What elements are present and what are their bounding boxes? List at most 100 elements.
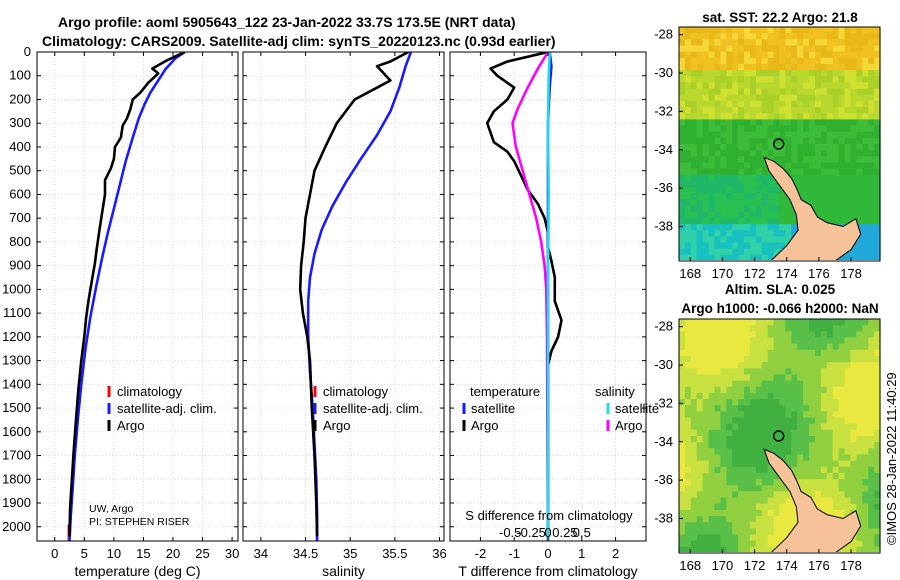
field-cell [738,217,745,225]
field-cell [785,380,792,388]
field-cell [732,199,739,207]
field-cell [820,491,828,499]
field-cell [832,423,840,431]
field-cell [767,63,775,71]
field-cell [832,27,840,34]
field-cell [874,180,881,188]
field-cell [838,100,846,108]
field-cell [755,125,763,133]
field-cell [726,76,733,84]
field-cell [684,113,692,120]
field-cell [773,362,781,369]
field-cell [732,162,739,170]
field-cell [708,174,716,182]
y-tick-label: 1600 [2,424,31,439]
field-cell [726,319,733,326]
field-cell [797,51,804,59]
field-cell [815,100,822,108]
field-cell [761,45,769,53]
field-cell [755,436,763,443]
field-cell [862,503,869,511]
x-tick-label: 178 [840,558,862,573]
field-cell [850,331,857,339]
field-cell [868,472,875,480]
field-cell [832,70,840,77]
field-cell [714,337,721,345]
field-cell [844,119,851,127]
field-cell [844,380,851,388]
field-cell [815,325,822,332]
field-cell [868,254,875,260]
field-cell [803,88,810,96]
field-cell [838,405,846,412]
y-tick-label: 1100 [3,305,31,320]
field-cell [761,380,769,388]
field-cell [684,423,692,431]
field-cell [690,45,698,53]
field-cell [874,39,881,47]
field-cell [868,70,875,77]
y-tick-label: -34 [654,434,673,449]
field-cell [761,417,769,425]
field-cell [744,174,751,182]
field-cell [755,374,763,382]
sal-diff-tick-label: 0.5 [573,525,591,540]
field-cell [832,337,840,345]
field-cell [714,63,721,71]
field-cell [773,137,781,145]
field-cell [732,45,739,53]
y-tick-label: 200 [9,91,31,106]
x-tick-label: 35 [343,546,357,561]
field-cell [779,454,786,462]
field-cell [744,343,751,351]
field-cell [785,156,792,164]
field-cell [856,343,863,351]
field-cell [690,509,698,517]
field-cell [767,94,775,102]
field-cell [862,199,869,207]
float-position-marker [772,138,785,150]
field-cell [690,528,698,536]
field-cell [726,534,733,542]
field-cell [684,33,692,40]
field-cell [714,546,721,552]
field-cell [791,319,798,326]
field-cell [708,248,716,256]
field-cell [720,417,727,425]
field-cell [755,429,763,437]
field-cell [684,230,692,237]
field-cell [773,236,781,244]
field-cell [738,199,745,207]
field-cell [797,331,804,339]
field-cell [773,503,781,511]
field-cell [720,224,727,231]
series-line-argo [298,52,409,537]
field-cell [749,70,757,77]
field-cell [684,540,692,548]
field-cell [755,27,763,34]
field-cell [803,76,810,84]
field-cell [708,349,716,357]
field-cell [844,100,851,108]
field-cell [684,522,692,529]
field-cell [732,546,739,552]
field-cell [785,33,792,40]
field-cell [684,319,692,326]
field-cell [826,180,834,188]
field-cell [702,100,710,108]
field-cell [679,187,686,194]
field-cell [838,337,846,345]
field-cell [803,417,810,425]
field-cell [856,76,863,84]
field-cell [690,230,698,237]
field-cell [732,174,739,182]
field-cell [874,107,881,114]
field-cell [738,325,745,332]
field-cell [779,150,786,157]
field-cell [690,472,698,480]
field-cell [679,100,686,108]
field-cell [844,57,851,65]
field-cell [726,528,733,536]
field-cell [755,156,763,164]
field-cell [767,100,775,108]
